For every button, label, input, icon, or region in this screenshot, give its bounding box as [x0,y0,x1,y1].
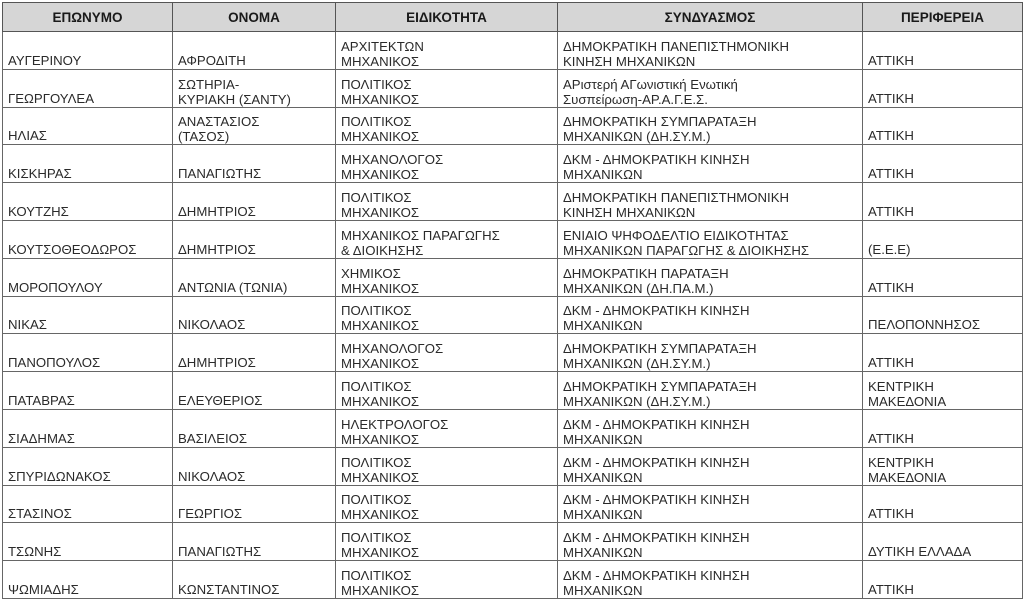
cell-first-name: ΑΝΤΩΝΙΑ (ΤΩΝΙΑ) [172,257,336,297]
cell-coalition: ΔΚΜ - ΔΗΜΟΚΡΑΤΙΚΗ ΚΙΝΗΣΗ ΜΗΧΑΝΙΚΩΝ [557,446,863,486]
cell-surname: ΚΟΥΤΣΟΘΕΟΔΩΡΟΣ [2,219,173,259]
cell-coalition: ΔΗΜΟΚΡΑΤΙΚΗ ΣΥΜΠΑΡΑΤΑΞΗ ΜΗΧΑΝΙΚΩΝ (ΔΗ.ΣΥ… [557,106,863,146]
cell-surname: ΠΑΝΟΠΟΥΛΟΣ [2,333,173,373]
table-row: ΤΣΩΝΗΣ ΠΑΝΑΓΙΩΤΗΣ ΠΟΛΙΤΙΚΟΣ ΜΗΧΑΝΙΚΟΣ ΔΚΜ -… [2,522,1023,562]
cell-first-name: ΔΗΜΗΤΡΙΟΣ [172,333,336,373]
cell-first-name: ΑΝΑΣΤΑΣΙΟΣ (ΤΑΣΟΣ) [172,106,336,146]
cell-specialty: ΜΗΧΑΝΟΛΟΓΟΣ ΜΗΧΑΝΙΚΟΣ [335,333,558,373]
cell-first-name: ΝΙΚΟΛΑΟΣ [172,446,336,486]
cell-coalition: ΕΝΙΑΙΟ ΨΗΦΟΔΕΛΤΙΟ ΕΙΔΙΚΟΤΗΤΑΣ ΜΗΧΑΝΙΚΩΝ … [557,219,863,259]
table-row: ΝΙΚΑΣ ΝΙΚΟΛΑΟΣ ΠΟΛΙΤΙΚΟΣ ΜΗΧΑΝΙΚΟΣ ΔΚΜ - ΔΗ… [2,295,1023,335]
table-row: ΑΥΓΕΡΙΝΟΥ ΑΦΡΟΔΙΤΗ ΑΡΧΙΤΕΚΤΩΝ ΜΗΧΑΝΙΚΟΣ ΔΗΜ… [2,31,1023,70]
cell-surname: ΤΣΩΝΗΣ [2,522,173,562]
column-header-first-name: ΟΝΟΜΑ [172,2,336,32]
cell-specialty: ΠΟΛΙΤΙΚΟΣ ΜΗΧΑΝΙΚΟΣ [335,295,558,335]
cell-coalition: ΔΗΜΟΚΡΑΤΙΚΗ ΣΥΜΠΑΡΑΤΑΞΗ ΜΗΧΑΝΙΚΩΝ (ΔΗ.ΣΥ… [557,333,863,373]
cell-surname: ΣΠΥΡΙΔΩΝΑΚΟΣ [2,446,173,486]
table-row: ΠΑΝΟΠΟΥΛΟΣ ΔΗΜΗΤΡΙΟΣ ΜΗΧΑΝΟΛΟΓΟΣ ΜΗΧΑΝΙΚΟΣ… [2,333,1023,373]
cell-first-name: ΒΑΣΙΛΕΙΟΣ [172,408,336,448]
cell-region: ΑΤΤΙΚΗ [862,257,1023,297]
cell-region: ΚΕΝΤΡΙΚΗ ΜΑΚΕΔΟΝΙΑ [862,446,1023,486]
cell-specialty: ΠΟΛΙΤΙΚΟΣ ΜΗΧΑΝΙΚΟΣ [335,68,558,108]
cell-first-name: ΠΑΝΑΓΙΩΤΗΣ [172,522,336,562]
table-row: ΠΑΤΑΒΡΑΣ ΕΛΕΥΘΕΡΙΟΣ ΠΟΛΙΤΙΚΟΣ ΜΗΧΑΝΙΚΟΣ ΔΗΜ… [2,371,1023,410]
table-row: ΗΛΙΑΣ ΑΝΑΣΤΑΣΙΟΣ (ΤΑΣΟΣ) ΠΟΛΙΤΙΚΟΣ ΜΗΧΑΝΙΚ… [2,106,1023,146]
cell-surname: ΨΩΜΙΑΔΗΣ [2,560,173,599]
cell-specialty: ΠΟΛΙΤΙΚΟΣ ΜΗΧΑΝΙΚΟΣ [335,371,558,410]
cell-specialty: ΧΗΜΙΚΟΣ ΜΗΧΑΝΙΚΟΣ [335,257,558,297]
cell-first-name: ΑΦΡΟΔΙΤΗ [172,31,336,70]
cell-region: ΔΥΤΙΚΗ ΕΛΛΑΔΑ [862,522,1023,562]
cell-specialty: ΗΛΕΚΤΡΟΛΟΓΟΣ ΜΗΧΑΝΙΚΟΣ [335,408,558,448]
table-row: ΣΠΥΡΙΔΩΝΑΚΟΣ ΝΙΚΟΛΑΟΣ ΠΟΛΙΤΙΚΟΣ ΜΗΧΑΝΙΚΟΣ Δ… [2,446,1023,486]
cell-specialty: ΠΟΛΙΤΙΚΟΣ ΜΗΧΑΝΙΚΟΣ [335,484,558,524]
cell-first-name: ΔΗΜΗΤΡΙΟΣ [172,219,336,259]
cell-surname: ΚΟΥΤΖΗΣ [2,182,173,221]
cell-region: ΑΤΤΙΚΗ [862,106,1023,146]
cell-region: ΠΕΛΟΠΟΝΝΗΣΟΣ [862,295,1023,335]
cell-region: ΑΤΤΙΚΗ [862,31,1023,70]
table-row: ΚΟΥΤΣΟΘΕΟΔΩΡΟΣ ΔΗΜΗΤΡΙΟΣ ΜΗΧΑΝΙΚΟΣ ΠΑΡΑΓΩΓ… [2,219,1023,259]
cell-first-name: ΝΙΚΟΛΑΟΣ [172,295,336,335]
cell-region: ΑΤΤΙΚΗ [862,560,1023,599]
cell-specialty: ΠΟΛΙΤΙΚΟΣ ΜΗΧΑΝΙΚΟΣ [335,106,558,146]
cell-surname: ΝΙΚΑΣ [2,295,173,335]
cell-region: ΑΤΤΙΚΗ [862,484,1023,524]
cell-first-name: ΓΕΩΡΓΙΟΣ [172,484,336,524]
cell-specialty: ΠΟΛΙΤΙΚΟΣ ΜΗΧΑΝΙΚΟΣ [335,446,558,486]
table-row: ΣΤΑΣΙΝΟΣ ΓΕΩΡΓΙΟΣ ΠΟΛΙΤΙΚΟΣ ΜΗΧΑΝΙΚΟΣ ΔΚΜ -… [2,484,1023,524]
cell-first-name: ΠΑΝΑΓΙΩΤΗΣ [172,144,336,184]
header-row: ΕΠΩΝΥΜΟ ΟΝΟΜΑ ΕΙΔΙΚΟΤΗΤΑ ΣΥΝΔΥΑΣΜΟΣ ΠΕΡΙΦΕΡΕ… [2,2,1023,32]
cell-region: (Ε.Ε.Ε) [862,219,1023,259]
table-row: ΨΩΜΙΑΔΗΣ ΚΩΝΣΤΑΝΤΙΝΟΣ ΠΟΛΙΤΙΚΟΣ ΜΗΧΑΝΙΚΟΣ Δ… [2,560,1023,599]
cell-surname: ΓΕΩΡΓΟΥΛΕΑ [2,68,173,108]
cell-coalition: ΔΗΜΟΚΡΑΤΙΚΗ ΠΑΝΕΠΙΣΤΗΜΟΝΙΚΗ ΚΙΝΗΣΗ ΜΗΧΑΝ… [557,182,863,221]
table-row: ΚΙΣΚΗΡΑΣ ΠΑΝΑΓΙΩΤΗΣ ΜΗΧΑΝΟΛΟΓΟΣ ΜΗΧΑΝΙΚΟΣ Δ… [2,144,1023,184]
cell-surname: ΑΥΓΕΡΙΝΟΥ [2,31,173,70]
cell-surname: ΠΑΤΑΒΡΑΣ [2,371,173,410]
column-header-region: ΠΕΡΙΦΕΡΕΙΑ [862,2,1023,32]
cell-region: ΑΤΤΙΚΗ [862,408,1023,448]
cell-coalition: ΔΚΜ - ΔΗΜΟΚΡΑΤΙΚΗ ΚΙΝΗΣΗ ΜΗΧΑΝΙΚΩΝ [557,295,863,335]
cell-specialty: ΠΟΛΙΤΙΚΟΣ ΜΗΧΑΝΙΚΟΣ [335,522,558,562]
cell-region: ΑΤΤΙΚΗ [862,182,1023,221]
cell-coalition: ΔΗΜΟΚΡΑΤΙΚΗ ΠΑΡΑΤΑΞΗ ΜΗΧΑΝΙΚΩΝ (ΔΗ.ΠΑ.Μ.… [557,257,863,297]
table-row: ΚΟΥΤΖΗΣ ΔΗΜΗΤΡΙΟΣ ΠΟΛΙΤΙΚΟΣ ΜΗΧΑΝΙΚΟΣ ΔΗΜΟΚ… [2,182,1023,221]
cell-surname: ΣΤΑΣΙΝΟΣ [2,484,173,524]
cell-specialty: ΜΗΧΑΝΙΚΟΣ ΠΑΡΑΓΩΓΗΣ & ΔΙΟΙΚΗΣΗΣ [335,219,558,259]
cell-coalition: ΑΡιστερή ΑΓωνιστική Ενωτική Συσπείρωση-Α… [557,68,863,108]
cell-coalition: ΔΗΜΟΚΡΑΤΙΚΗ ΠΑΝΕΠΙΣΤΗΜΟΝΙΚΗ ΚΙΝΗΣΗ ΜΗΧΑΝ… [557,31,863,70]
cell-first-name: ΚΩΝΣΤΑΝΤΙΝΟΣ [172,560,336,599]
cell-region: ΑΤΤΙΚΗ [862,333,1023,373]
column-header-specialty: ΕΙΔΙΚΟΤΗΤΑ [335,2,558,32]
cell-coalition: ΔΚΜ - ΔΗΜΟΚΡΑΤΙΚΗ ΚΙΝΗΣΗ ΜΗΧΑΝΙΚΩΝ [557,522,863,562]
cell-first-name: ΕΛΕΥΘΕΡΙΟΣ [172,371,336,410]
table-row: ΓΕΩΡΓΟΥΛΕΑ ΣΩΤΗΡΙΑ- ΚΥΡΙΑΚΗ (ΣΑΝΤΥ) ΠΟΛΙΤΙ… [2,68,1023,108]
cell-surname: ΗΛΙΑΣ [2,106,173,146]
cell-surname: ΚΙΣΚΗΡΑΣ [2,144,173,184]
cell-region: ΑΤΤΙΚΗ [862,68,1023,108]
cell-surname: ΜΟΡΟΠΟΥΛΟΥ [2,257,173,297]
column-header-surname: ΕΠΩΝΥΜΟ [2,2,173,32]
cell-region: ΚΕΝΤΡΙΚΗ ΜΑΚΕΔΟΝΙΑ [862,371,1023,410]
cell-coalition: ΔΚΜ - ΔΗΜΟΚΡΑΤΙΚΗ ΚΙΝΗΣΗ ΜΗΧΑΝΙΚΩΝ [557,560,863,599]
cell-coalition: ΔΚΜ - ΔΗΜΟΚΡΑΤΙΚΗ ΚΙΝΗΣΗ ΜΗΧΑΝΙΚΩΝ [557,484,863,524]
cell-first-name: ΔΗΜΗΤΡΙΟΣ [172,182,336,221]
cell-coalition: ΔΚΜ - ΔΗΜΟΚΡΑΤΙΚΗ ΚΙΝΗΣΗ ΜΗΧΑΝΙΚΩΝ [557,144,863,184]
table-row: ΣΙΑΔΗΜΑΣ ΒΑΣΙΛΕΙΟΣ ΗΛΕΚΤΡΟΛΟΓΟΣ ΜΗΧΑΝΙΚΟΣ Δ… [2,408,1023,448]
table-row: ΜΟΡΟΠΟΥΛΟΥ ΑΝΤΩΝΙΑ (ΤΩΝΙΑ) ΧΗΜΙΚΟΣ ΜΗΧΑΝΙΚ… [2,257,1023,297]
cell-specialty: ΠΟΛΙΤΙΚΟΣ ΜΗΧΑΝΙΚΟΣ [335,560,558,599]
cell-specialty: ΠΟΛΙΤΙΚΟΣ ΜΗΧΑΝΙΚΟΣ [335,182,558,221]
cell-specialty: ΜΗΧΑΝΟΛΟΓΟΣ ΜΗΧΑΝΙΚΟΣ [335,144,558,184]
cell-specialty: ΑΡΧΙΤΕΚΤΩΝ ΜΗΧΑΝΙΚΟΣ [335,31,558,70]
cell-first-name: ΣΩΤΗΡΙΑ- ΚΥΡΙΑΚΗ (ΣΑΝΤΥ) [172,68,336,108]
cell-coalition: ΔΚΜ - ΔΗΜΟΚΡΑΤΙΚΗ ΚΙΝΗΣΗ ΜΗΧΑΝΙΚΩΝ [557,408,863,448]
cell-region: ΑΤΤΙΚΗ [862,144,1023,184]
cell-coalition: ΔΗΜΟΚΡΑΤΙΚΗ ΣΥΜΠΑΡΑΤΑΞΗ ΜΗΧΑΝΙΚΩΝ (ΔΗ.ΣΥ… [557,371,863,410]
cell-surname: ΣΙΑΔΗΜΑΣ [2,408,173,448]
column-header-coalition: ΣΥΝΔΥΑΣΜΟΣ [557,2,863,32]
